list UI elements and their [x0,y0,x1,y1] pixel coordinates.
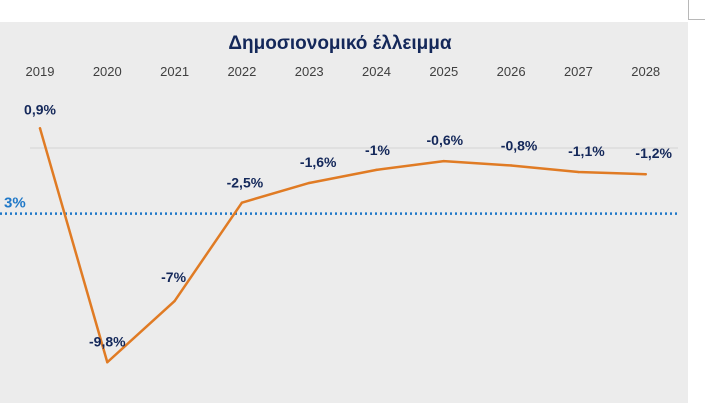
data-label: -0,8% [501,137,538,153]
series-line [38,127,647,364]
x-tick-label: 2028 [631,64,660,79]
x-tick-label: 2027 [564,64,593,79]
data-label: -1,1% [568,143,605,159]
data-label: -1% [365,142,390,158]
data-label: -2,5% [227,175,264,191]
x-tick-label: 2023 [295,64,324,79]
data-point [442,159,445,163]
data-point [509,164,513,167]
x-tick-label: 2026 [497,64,526,79]
data-label: -0,6% [427,132,464,148]
data-label: -7% [161,269,186,285]
window-corner [688,0,705,20]
data-label: -1,2% [635,145,672,161]
data-point [106,361,109,364]
data-point [38,127,42,130]
data-label: 0,9% [24,101,56,117]
x-tick-label: 2024 [362,64,391,79]
x-tick-label: 2019 [26,64,55,79]
x-tick-label: 2022 [227,64,256,79]
reference-line-label: 3% [4,195,26,212]
chart-background [0,22,688,403]
x-tick-label: 2020 [93,64,122,79]
data-point [577,170,580,174]
data-point [644,173,647,176]
chart-title: Δημοσιονομικό έλλειμμα [228,33,452,54]
data-point [240,201,244,204]
data-point [308,181,311,185]
data-point [173,299,176,303]
x-tick-label: 2021 [160,64,189,79]
data-label: -9,8% [89,333,126,349]
data-label: -1,6% [300,154,337,170]
x-tick-label: 2025 [429,64,458,79]
data-point [375,168,378,172]
